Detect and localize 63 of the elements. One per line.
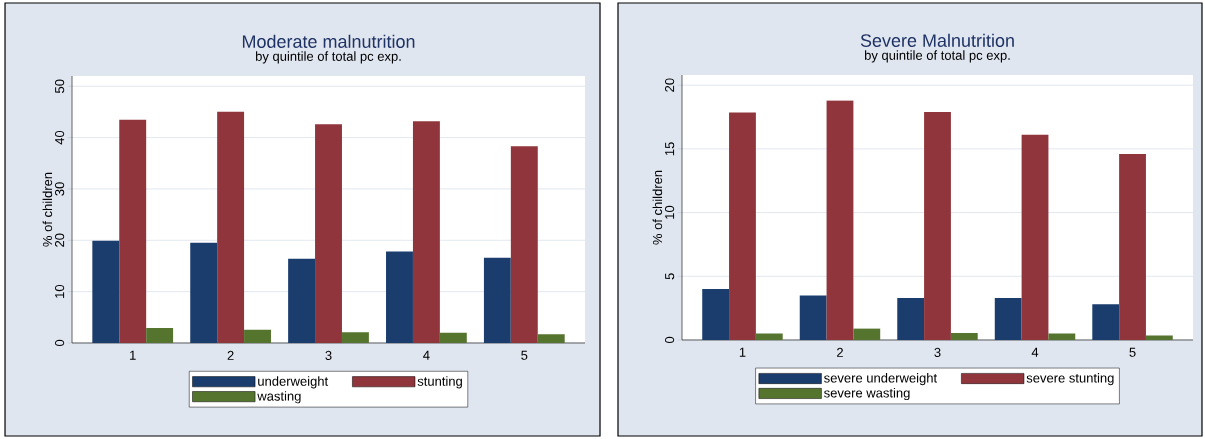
y-tick-label: 0 (55, 339, 65, 347)
bar (244, 329, 271, 343)
y-tick-label: 20 (55, 233, 65, 247)
bar (853, 328, 881, 340)
y-tick-label: 50 (55, 79, 65, 93)
bar (386, 251, 413, 343)
x-tick-label: 4 (1031, 347, 1039, 357)
legend-label: severe wasting (824, 387, 910, 401)
x-tick-label: 4 (423, 350, 430, 360)
bar (826, 100, 854, 340)
legend-label: severe underweight (824, 373, 938, 386)
bar (288, 258, 316, 343)
bar (1048, 333, 1076, 340)
chart-subtitle: by quintile of total pc exp. (255, 51, 401, 64)
bar (702, 289, 730, 340)
bar (897, 297, 925, 340)
bar (315, 124, 342, 343)
bar (146, 328, 174, 343)
bar (994, 297, 1022, 340)
legend-label: severe stunting (1026, 373, 1114, 386)
legend-label: stunting (417, 376, 462, 389)
bar (1021, 134, 1049, 340)
bar (119, 119, 147, 343)
bar (92, 240, 120, 343)
x-tick-label: 5 (521, 350, 528, 360)
y-tick-label: 10 (55, 284, 65, 298)
y-tick-label: 30 (55, 182, 65, 196)
legend-label: underweight (258, 376, 329, 389)
bar (755, 333, 783, 340)
x-tick-label: 2 (227, 350, 234, 360)
legend-label: wasting (257, 391, 301, 404)
bar (799, 295, 827, 340)
bar (1119, 153, 1146, 340)
bar (412, 121, 440, 343)
y-axis-title: % of children (42, 172, 53, 247)
bar (1145, 335, 1173, 340)
bar (341, 332, 369, 343)
bar (217, 111, 245, 343)
bar (190, 242, 218, 343)
x-tick-label: 5 (1129, 347, 1136, 357)
chart-title: Moderate malnutrition (242, 34, 415, 48)
bar (510, 146, 538, 343)
bar (924, 111, 951, 340)
y-axis-title: % of children (652, 170, 663, 245)
bar (537, 334, 565, 343)
y-tick-label: 15 (665, 142, 675, 156)
y-tick-label: 0 (665, 336, 675, 344)
y-tick-label: 40 (55, 130, 65, 145)
bar (950, 332, 978, 340)
bar (439, 332, 467, 343)
x-tick-label: 3 (934, 347, 941, 357)
x-tick-label: 1 (739, 347, 746, 357)
y-tick-label: 20 (665, 78, 675, 92)
x-tick-label: 2 (837, 347, 843, 357)
bar (1092, 304, 1120, 340)
x-tick-label: 1 (130, 350, 136, 360)
y-tick-label: 5 (665, 273, 675, 280)
chart-title: Severe Malnutrition (860, 33, 1014, 47)
bar (729, 112, 756, 340)
bar (483, 257, 511, 343)
chart-subtitle: by quintile of total pc exp. (864, 50, 1010, 63)
x-tick-label: 3 (325, 350, 332, 360)
y-tick-label: 10 (665, 205, 675, 219)
